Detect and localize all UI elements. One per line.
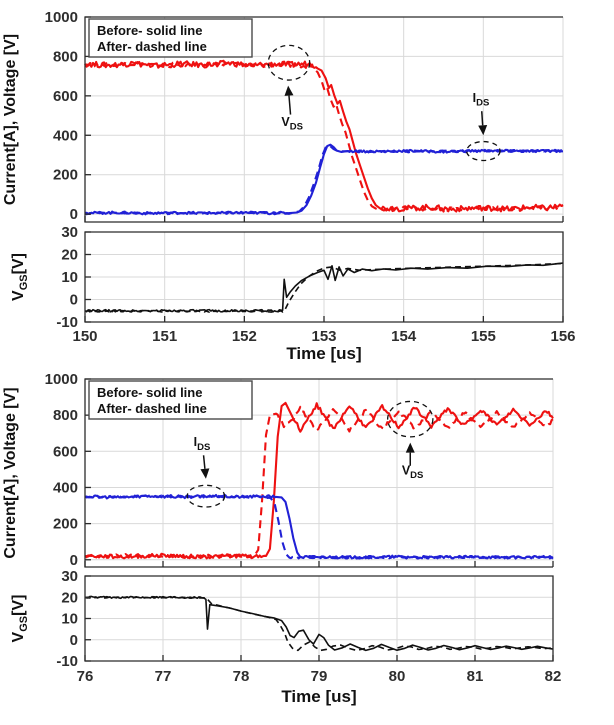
y-tick-label: 800 (53, 48, 78, 65)
y-axis-label: Current[A], Voltage [V] (2, 34, 19, 205)
annotation-arrow-line (480, 111, 484, 126)
y-tick-label: 10 (61, 269, 78, 286)
annotation-label-vds: VDS (281, 115, 303, 133)
y-axis-label: VGS[V] (10, 595, 30, 643)
y-tick-label: 0 (70, 632, 78, 649)
series-vgs-after (84, 262, 564, 313)
annotation-arrow-line (288, 95, 292, 115)
legend-line-before: Before- solid line (97, 23, 202, 38)
x-tick-label: 77 (155, 668, 172, 685)
x-tick-label: 151 (152, 328, 177, 345)
legend-line-after: After- dashed line (97, 39, 207, 54)
y-tick-label: 10 (61, 611, 78, 628)
x-tick-label: 153 (311, 328, 336, 345)
series-vds-before (84, 59, 564, 213)
series-vgs2-after (84, 595, 554, 652)
x-tick-label: 150 (72, 328, 97, 345)
y-axis-label: VGS[V] (10, 253, 30, 301)
y-tick-label: 200 (53, 167, 78, 184)
y-tick-label: 1000 (45, 371, 78, 388)
y-tick-label: 20 (61, 247, 78, 264)
y-tick-label: 0 (70, 292, 78, 309)
annotation-arrow-line (202, 455, 206, 469)
y-tick-label: 20 (61, 589, 78, 606)
y-tick-label: 30 (61, 568, 78, 585)
x-tick-label: 156 (550, 328, 575, 345)
y-tick-label: 30 (61, 224, 78, 241)
y-axis-label: Current[A], Voltage [V] (2, 387, 19, 558)
y-tick-label: 1000 (45, 9, 78, 26)
y-tick-label: -10 (56, 653, 78, 670)
x-axis-label: Time [us] (281, 687, 356, 706)
legend-line-before: Before- solid line (97, 385, 202, 400)
y-tick-label: 400 (53, 127, 78, 144)
legend-line-after: After- dashed line (97, 401, 207, 416)
y-tick-label: 0 (70, 552, 78, 569)
x-tick-label: 152 (232, 328, 257, 345)
annotation-ellipse (186, 484, 226, 508)
series-vds-after (84, 60, 564, 213)
y-tick-label: 200 (53, 516, 78, 533)
annotation-arrow-head (200, 468, 210, 479)
x-tick-label: 82 (545, 668, 562, 685)
x-tick-label: 79 (311, 668, 328, 685)
annotation-label-ids: IDS (194, 435, 211, 453)
annotation-arrow-head (478, 124, 488, 136)
x-tick-label: 80 (389, 668, 406, 685)
series-vds2-after (84, 405, 554, 560)
annotation-ellipse (267, 44, 311, 81)
annotation-label-ids: IDS (473, 91, 490, 109)
x-tick-label: 78 (233, 668, 250, 685)
legend-box (88, 380, 253, 420)
y-tick-label: 600 (53, 88, 78, 105)
annotation-arrow-head (284, 85, 294, 96)
legend-box (88, 18, 253, 58)
annotation-ellipse (465, 140, 501, 162)
annotation-ellipse (386, 400, 434, 438)
series-ids2-after (84, 494, 554, 560)
annotation-label-vds: VDS (402, 463, 424, 481)
x-tick-label: 76 (77, 668, 94, 685)
y-tick-label: 400 (53, 479, 78, 496)
annotation-arrow-head (405, 442, 415, 453)
y-tick-label: -10 (56, 314, 78, 331)
x-axis-label: Time [us] (286, 344, 361, 363)
x-tick-label: 155 (471, 328, 496, 345)
y-tick-label: 0 (70, 206, 78, 223)
x-tick-label: 154 (391, 328, 417, 345)
y-tick-label: 600 (53, 443, 78, 460)
x-tick-label: 81 (467, 668, 484, 685)
series-ids-after (84, 144, 564, 216)
y-tick-label: 800 (53, 407, 78, 424)
